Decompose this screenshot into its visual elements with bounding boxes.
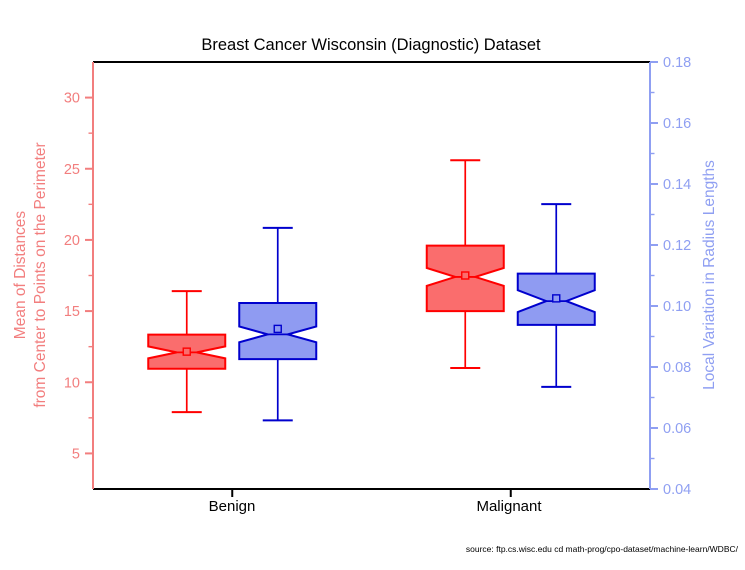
mean-marker [182, 347, 191, 356]
chart-title: Breast Cancer Wisconsin (Diagnostic) Dat… [201, 36, 541, 54]
right-axis-tick-label: 0.04 [663, 482, 691, 498]
right-axis-tick-label: 0.08 [663, 360, 691, 376]
x-tick-label-benign: Benign [209, 498, 256, 515]
boxplot-left-benign [147, 290, 227, 414]
mean-marker [552, 294, 561, 303]
mean-marker [273, 324, 282, 334]
right-axis-tick-label: 0.14 [663, 177, 691, 193]
right-axis-tick-label: 0.18 [663, 55, 691, 71]
right-axis-title: Local Variation in Radius Lengths [701, 160, 718, 390]
x-tick-label-malignant: Malignant [476, 498, 542, 515]
right-axis-tick-label: 0.16 [663, 116, 691, 132]
boxplot-right-malignant [516, 203, 596, 388]
mean-marker [461, 271, 470, 280]
right-axis-tick-label: 0.10 [663, 299, 691, 315]
left-axis-title-line1: Mean of Distances [12, 211, 29, 340]
left-axis-tick-label: 30 [64, 91, 80, 107]
boxes-layer [147, 159, 596, 422]
left-axis-tick-label: 20 [64, 233, 80, 249]
left-axis-tick-label: 5 [72, 446, 80, 462]
left-axis-tick-label: 15 [64, 304, 80, 320]
right-axis-tick-label: 0.06 [663, 421, 691, 437]
left-axis-title-line2: from Center to Points on the Perimeter [32, 142, 49, 407]
left-axis-tick-label: 25 [64, 162, 80, 178]
axes-layer: 5 10 15 20 25 30 0.04 0.06 0.08 0.10 0.12 0.14 0.16 0… [64, 55, 691, 498]
right-axis-tick-label: 0.12 [663, 238, 691, 254]
left-axis-tick-label: 10 [64, 375, 80, 391]
source-note: source: ftp.cs.wisc.edu cd math-prog/cpo… [466, 544, 739, 554]
boxplot-left-malignant [425, 159, 505, 370]
boxplot-right-benign [238, 226, 318, 422]
